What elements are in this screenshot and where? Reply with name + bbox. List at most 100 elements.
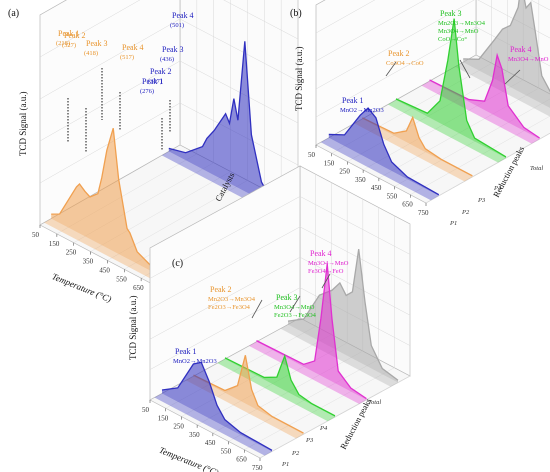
peak-label: Peak 3 — [440, 9, 462, 18]
x-tick-label: 250 — [66, 249, 77, 257]
z-tick-label: P4 — [319, 425, 328, 432]
z-tick-label: Total — [368, 399, 381, 406]
x-tick-label: 250 — [173, 423, 184, 431]
x-tick-label: 450 — [99, 266, 110, 274]
x-tick-label: 250 — [339, 168, 350, 176]
x-tick-label: 750 — [418, 209, 429, 217]
peak-assignment: (501) — [170, 22, 184, 29]
grid-line — [315, 0, 475, 90]
peak-assignment: Mn3O4→MnO — [274, 304, 315, 311]
x-tick-label: 350 — [83, 258, 94, 266]
y-axis-label: TCD Signal (a.u.) — [128, 296, 138, 361]
series-line-p3 — [395, 18, 507, 158]
series-area-mnfetio2 — [168, 41, 287, 214]
peak-label: Peak 1 — [58, 29, 80, 38]
peak-assignment: (436) — [160, 56, 174, 63]
series-base — [154, 393, 272, 456]
peak-assignment: Mn2O3→Mn3O4 — [438, 20, 486, 27]
series-line-p1 — [328, 107, 440, 196]
panel-label: (b) — [290, 8, 302, 19]
x-tick-label: 350 — [189, 431, 200, 439]
series-line-total — [463, 0, 550, 93]
x-axis-label: Temperature (°C) — [158, 445, 220, 472]
x-tick-label: 50 — [32, 231, 40, 239]
panel-c: 50 150 250 350 450 550 650 750 Temperature (°C) T… — [128, 165, 411, 472]
grid-line — [223, 0, 299, 40]
x-axis-label: Temperature (°C) — [51, 271, 113, 304]
peak-label: Peak 3 — [162, 45, 184, 54]
grid-line — [149, 256, 301, 340]
x-tick-label: 150 — [324, 159, 335, 167]
x-tick-label: 150 — [158, 414, 169, 422]
grid-line — [378, 87, 539, 179]
grid-line — [179, 18, 299, 82]
x-tick-label: 350 — [355, 176, 366, 184]
panel-label: (c) — [172, 258, 183, 269]
peak-label: Peak 1 — [142, 77, 164, 86]
z-tick-label: Total — [530, 165, 543, 172]
x-tick-label: 650 — [133, 284, 144, 292]
x-tick-label: 50 — [308, 151, 316, 159]
x-tick-label: 450 — [371, 184, 382, 192]
series-base — [249, 341, 367, 404]
z-tick-label: P3 — [305, 437, 314, 444]
x-tick-label: 650 — [402, 201, 413, 209]
series-area-p1 — [328, 108, 439, 196]
peak-assignment: MnO2→Mn2O3 — [173, 358, 217, 365]
z-tick-label: P1 — [281, 461, 289, 468]
peak-label: Peak 3 — [86, 39, 108, 48]
peak-assignment: Fe2O3→Fe3O4 — [208, 304, 251, 311]
series-line-p2 — [193, 355, 304, 434]
peak-label: Peak 2 — [210, 285, 232, 294]
peak-assignment: (327) — [62, 42, 76, 49]
grid-line — [315, 0, 425, 62]
series-line-p2 — [362, 115, 473, 177]
grid-line — [39, 60, 181, 142]
annotation-arrow — [385, 61, 397, 77]
grid-line — [149, 196, 301, 279]
grid-line — [179, 60, 299, 124]
series-base — [280, 324, 398, 387]
series-area-p2 — [362, 117, 473, 177]
peak-assignment: Fe3O4→FeO — [308, 268, 344, 275]
x-tick-label: 150 — [49, 240, 60, 248]
grid-line — [149, 226, 301, 310]
peak-assignment: CoO→Co° — [438, 36, 467, 43]
series-area-total — [288, 249, 398, 383]
z-tick-label: P3 — [477, 197, 486, 204]
x-tick-label: 650 — [236, 456, 247, 464]
grid-line — [315, 0, 376, 34]
peak-label: Peak 2 — [150, 67, 172, 76]
series-area-p3 — [396, 18, 506, 159]
grid-line — [299, 226, 411, 286]
peak-label: Peak 3 — [276, 293, 298, 302]
y-axis-label: TCD Signal (a.u.) — [294, 47, 304, 112]
peak-label: Peak 2 — [388, 49, 410, 58]
peak-label: Peak 1 — [342, 96, 364, 105]
grid-line — [394, 98, 550, 187]
peak-label: Peak 4 — [122, 43, 144, 52]
grid-line — [244, 367, 395, 450]
peak-label: Peak 4 — [172, 11, 194, 20]
x-tick-label: 450 — [205, 439, 216, 447]
peak-assignment: MnO2→Mn2O3 — [340, 107, 384, 114]
peak-assignment: (387) — [148, 78, 162, 85]
z-tick-label: P4 — [493, 185, 502, 192]
peak-assignment: (218) — [56, 40, 70, 47]
peak-assignment: (276) — [140, 88, 154, 95]
peak-assignment: Mn3O4→MnO — [308, 260, 349, 267]
x-tick-label: 550 — [116, 275, 127, 283]
series-area-p3 — [225, 355, 335, 417]
series-line-mncotio2 — [51, 128, 170, 279]
x-tick-label: 750 — [252, 464, 263, 472]
peak-assignment: Mn3O4→MnO — [508, 56, 549, 63]
annotation-arrow — [321, 273, 331, 289]
grid-line — [149, 287, 301, 370]
grid-line — [39, 0, 141, 58]
series-area-p1 — [162, 362, 272, 452]
series-line-p1 — [161, 361, 273, 451]
panel-label: (a) — [8, 8, 19, 19]
